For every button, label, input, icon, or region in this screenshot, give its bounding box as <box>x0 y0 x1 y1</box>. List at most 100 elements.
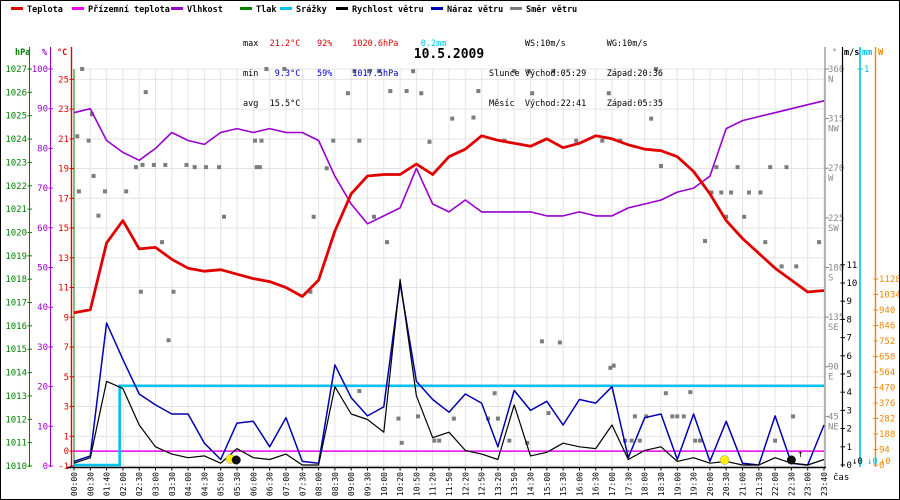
svg-text:1021: 1021 <box>5 205 27 215</box>
wind-speed-line-swatch <box>336 7 348 10</box>
svg-text:20: 20 <box>37 383 48 393</box>
wind-direction-dots <box>75 66 822 445</box>
svg-text:18:00: 18:00 <box>641 472 650 496</box>
min-pressure: 1017.5hPa <box>352 69 399 79</box>
svg-text:10:00: 10:00 <box>380 472 389 496</box>
sunset-marker <box>719 455 730 465</box>
svg-text:1128: 1128 <box>879 275 900 285</box>
svg-text:100: 100 <box>32 65 48 75</box>
wind-unit-label: m/s <box>844 48 860 58</box>
grid <box>73 68 825 467</box>
legend-item-pressure: Tlak <box>240 5 276 17</box>
svg-text:03:00: 03:00 <box>152 472 161 496</box>
svg-text:470: 470 <box>879 384 895 394</box>
legend-item-humidity: Vlhkost <box>171 5 223 17</box>
svg-text:09:30: 09:30 <box>363 472 372 496</box>
legend-item-wind-direction: Směr větru <box>510 5 577 17</box>
svg-text:N: N <box>828 75 833 85</box>
svg-text:20:00: 20:00 <box>706 472 715 496</box>
pressure-line-swatch <box>240 7 252 10</box>
min-humidity: 59% <box>317 69 333 79</box>
svg-text:1011: 1011 <box>5 439 27 449</box>
legend-label: Tlak <box>256 5 277 15</box>
stats-max-row: max 21.2°C 92% 1020.6hPa 0.2mm <box>243 39 447 49</box>
svg-text:1: 1 <box>864 65 869 75</box>
svg-text:50: 50 <box>37 264 48 274</box>
svg-text:16:00: 16:00 <box>575 472 584 496</box>
svg-text:180: 180 <box>828 263 844 273</box>
svg-text:04:00: 04:00 <box>184 472 193 496</box>
legend-label: Vlhkost <box>187 5 223 15</box>
legend-label: Směr větru <box>526 5 578 15</box>
svg-text:1012: 1012 <box>5 415 27 425</box>
svg-text:09:00: 09:00 <box>347 472 356 496</box>
wind-summary: WS:10m/s WG:10m/s <box>489 39 648 49</box>
svg-text:08:30: 08:30 <box>331 472 340 496</box>
svg-text:1013: 1013 <box>5 392 27 402</box>
sun-times: Slunce Východ:05:29 Západ:20:36 <box>489 69 663 79</box>
svg-text:SE: SE <box>828 323 839 333</box>
svg-text:12:20: 12:20 <box>461 472 470 496</box>
svg-text:19: 19 <box>58 165 69 175</box>
svg-text:22:30: 22:30 <box>787 472 796 496</box>
svg-text:1024: 1024 <box>5 135 27 145</box>
stats-block: max 21.2°C 92% 1020.6hPa 0.2mm min 9.3°C 59% 10… <box>243 19 446 129</box>
temperature-unit-label: °C <box>57 48 68 58</box>
svg-text:0: 0 <box>879 461 884 471</box>
chart-title: 10.5.2009 <box>414 47 484 62</box>
svg-text:23:00: 23:00 <box>804 472 813 496</box>
svg-text:17:30: 17:30 <box>624 472 633 496</box>
svg-text:135: 135 <box>828 313 844 323</box>
svg-text:20:30: 20:30 <box>722 472 731 496</box>
svg-text:07:30: 07:30 <box>298 472 307 496</box>
stats-avg-row: avg 15.5°C <box>243 99 301 109</box>
svg-text:360: 360 <box>828 65 844 75</box>
svg-text:376: 376 <box>879 399 895 409</box>
svg-text:658: 658 <box>879 353 895 363</box>
max-pressure: 1020.6hPa <box>352 39 399 49</box>
humidity-unit-label: % <box>42 48 48 58</box>
svg-text:10: 10 <box>847 279 858 289</box>
svg-text:1019: 1019 <box>5 252 27 262</box>
svg-text:8: 8 <box>847 315 852 325</box>
svg-text:16:30: 16:30 <box>592 472 601 496</box>
svg-text:1015: 1015 <box>5 345 27 355</box>
svg-text:22:00: 22:00 <box>771 472 780 496</box>
svg-text:17:00: 17:00 <box>608 472 617 496</box>
svg-text:07:00: 07:00 <box>282 472 291 496</box>
svg-text:1026: 1026 <box>5 88 27 98</box>
svg-text:00:00: 00:00 <box>70 472 79 496</box>
temperature-line-swatch <box>11 7 23 10</box>
svg-text:564: 564 <box>879 368 895 378</box>
svg-text:7: 7 <box>64 343 69 353</box>
svg-text:↓0: ↓0 <box>852 457 863 467</box>
svg-text:↓0: ↓0 <box>867 457 878 467</box>
wind-direction-line-swatch <box>510 7 522 10</box>
stats-min-row: min 9.3°C 59% 1017.5hPa <box>243 69 399 79</box>
precipitation-line <box>74 384 824 467</box>
svg-text:17: 17 <box>58 194 69 204</box>
direction-unit-label: ° <box>832 48 838 58</box>
legend-label: Rychlost větru <box>352 5 424 15</box>
svg-text:1014: 1014 <box>5 369 27 379</box>
svg-text:188: 188 <box>879 430 895 440</box>
svg-text:1010: 1010 <box>5 462 27 472</box>
svg-text:1: 1 <box>847 443 852 453</box>
legend-label: Srážky <box>296 5 327 15</box>
svg-text:1022: 1022 <box>5 182 27 192</box>
svg-text:11:50: 11:50 <box>445 472 454 496</box>
svg-text:02:00: 02:00 <box>119 472 128 496</box>
svg-text:08:00: 08:00 <box>315 472 324 496</box>
svg-text:15: 15 <box>58 224 69 234</box>
svg-text:05:30: 05:30 <box>233 472 242 496</box>
svg-text:13:50: 13:50 <box>510 472 519 496</box>
svg-text:06:30: 06:30 <box>266 472 275 496</box>
svg-text:21:00: 21:00 <box>738 472 747 496</box>
legend-label: Teplota <box>27 5 63 15</box>
svg-text:30: 30 <box>37 343 48 353</box>
svg-text:11: 11 <box>847 261 858 271</box>
humidity-line-swatch <box>171 7 183 10</box>
precipitation-line-swatch <box>280 7 292 10</box>
svg-text:846: 846 <box>879 322 895 332</box>
svg-text:1034: 1034 <box>879 291 900 301</box>
